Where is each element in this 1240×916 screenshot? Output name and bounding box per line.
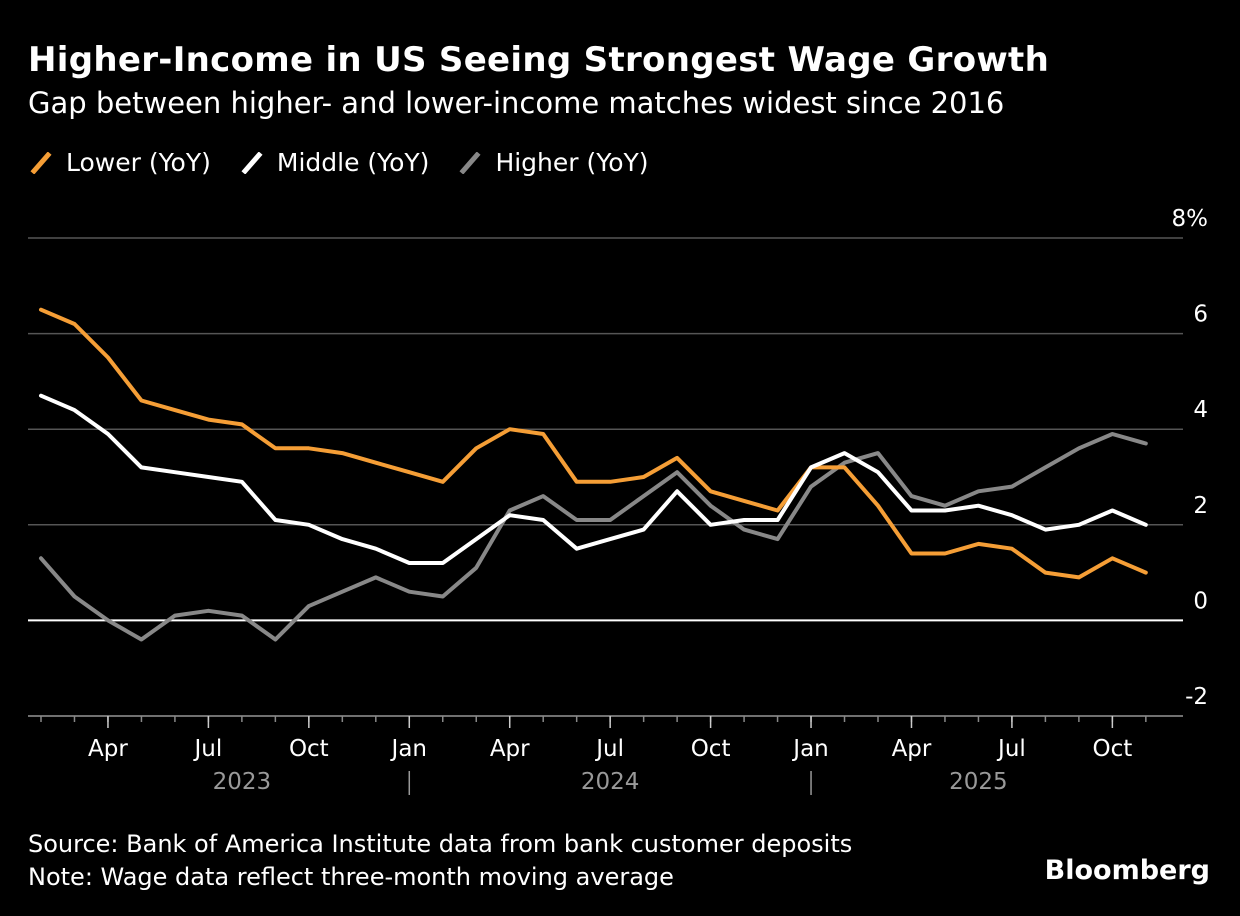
- legend-swatch-middle-icon: [241, 151, 263, 174]
- x-year-label: 2024: [581, 769, 640, 795]
- y-tick-label: 0: [1193, 588, 1208, 614]
- x-tick-label: Apr: [490, 736, 530, 762]
- y-tick-label: 2: [1193, 493, 1208, 519]
- legend-item-middle: Middle (YoY): [241, 148, 430, 177]
- x-tick-label: Jan: [390, 736, 427, 762]
- series-line-middle: [39, 393, 1148, 565]
- x-year-label: 2025: [949, 769, 1008, 795]
- methodology-note: Note: Wage data reflect three-month movi…: [28, 863, 674, 891]
- x-tick-label: Jan: [791, 736, 828, 762]
- x-year-label: 2023: [213, 769, 272, 795]
- x-tick-label: Jul: [996, 736, 1026, 762]
- brand-logo: Bloomberg: [1044, 855, 1210, 886]
- legend-label-lower: Lower (YoY): [66, 148, 211, 177]
- legend-swatch-higher-icon: [459, 151, 481, 174]
- x-tick-label: Apr: [892, 736, 932, 762]
- legend-label-middle: Middle (YoY): [276, 148, 430, 177]
- source-note: Source: Bank of America Institute data f…: [28, 830, 853, 858]
- legend-label-higher: Higher (YoY): [495, 148, 649, 177]
- legend-swatch-lower-icon: [30, 151, 52, 174]
- x-tick-label: Jul: [193, 736, 223, 762]
- x-tick-label: Oct: [1092, 736, 1132, 762]
- x-tick-label: Oct: [289, 736, 329, 762]
- x-tick-label: Jul: [594, 736, 624, 762]
- footer: Source: Bank of America Institute data f…: [28, 828, 852, 894]
- y-tick-label: 8%: [1172, 206, 1209, 232]
- series-line-lower: [39, 307, 1148, 580]
- y-tick-label: 4: [1193, 397, 1208, 423]
- legend: Lower (YoY) Middle (YoY) Higher (YoY): [30, 148, 679, 177]
- y-tick-label: -2: [1185, 684, 1208, 710]
- chart-subtitle: Gap between higher- and lower-income mat…: [28, 86, 1005, 120]
- series-line-higher: [39, 432, 1148, 642]
- x-tick-label: Oct: [691, 736, 731, 762]
- legend-item-lower: Lower (YoY): [30, 148, 211, 177]
- x-tick-label: Apr: [88, 736, 128, 762]
- y-tick-label: 6: [1193, 302, 1208, 328]
- legend-item-higher: Higher (YoY): [459, 148, 649, 177]
- chart-title: Higher-Income in US Seeing Strongest Wag…: [28, 40, 1050, 80]
